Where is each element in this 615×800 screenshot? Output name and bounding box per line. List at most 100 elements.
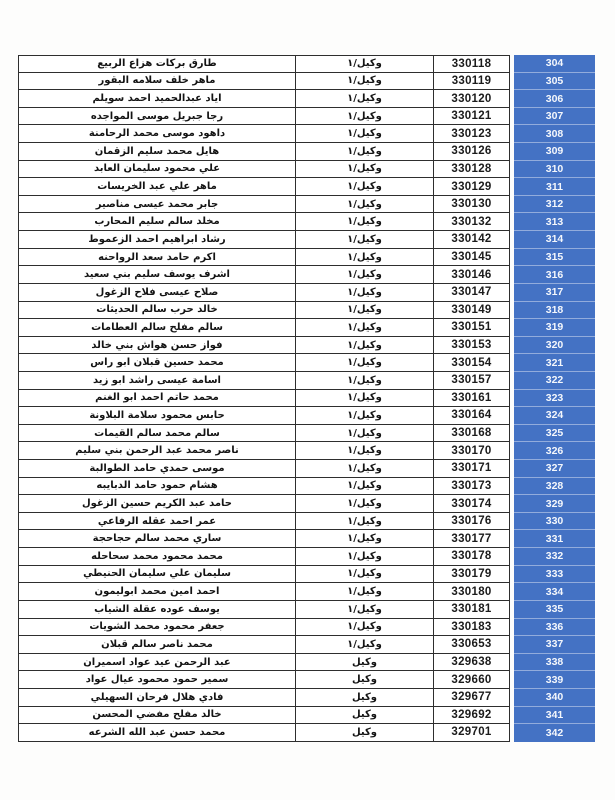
name-cell: رجا جبريل موسى المواجده (18, 107, 295, 126)
badge-id-cell: 330121 (433, 107, 510, 126)
name-cell: سليمان علي سليمان الحنيطي (18, 565, 295, 584)
table-row: سمير حمود محمود عيال عواد وكيل 329660 33… (18, 671, 595, 689)
serial-number-cell: 306 (514, 90, 595, 108)
table-row: اياد عبدالحميد احمد سويلم وكيل/١ 330120 … (18, 90, 595, 108)
rank-cell: وكيل/١ (295, 548, 433, 566)
table-row: فواز حسن هواش بني خالد وكيل/١ 330153 320 (18, 336, 595, 355)
serial-number-cell: 337 (514, 636, 595, 654)
badge-id-cell: 330180 (433, 583, 510, 601)
name-cell: سالم محمد سالم القيمات (18, 424, 295, 443)
badge-id-cell: 330154 (433, 354, 510, 372)
serial-number-cell: 310 (514, 160, 595, 179)
table-row: طارق بركات هزاع الربيع وكيل/١ 330118 304 (18, 55, 595, 73)
badge-id-cell: 330181 (433, 600, 510, 619)
rank-cell: وكيل (295, 653, 433, 672)
name-cell: اسامة عيسى راشد ابو زيد (18, 371, 295, 390)
badge-id-cell: 330161 (433, 389, 510, 408)
serial-number-cell: 304 (514, 55, 595, 73)
badge-id-cell: 330149 (433, 301, 510, 320)
rank-cell: وكيل (295, 671, 433, 689)
rank-cell: وكيل/١ (295, 389, 433, 408)
badge-id-cell: 330146 (433, 266, 510, 284)
name-cell: مخلد سالم سليم المحارب (18, 213, 295, 232)
serial-number-cell: 331 (514, 530, 595, 549)
name-cell: حامد عبد الكريم حسين الزغول (18, 495, 295, 513)
rank-cell: وكيل/١ (295, 213, 433, 232)
rank-cell: وكيل/١ (295, 301, 433, 320)
table-row: موسى حمدي حامد الطوالبة وكيل/١ 330171 32… (18, 460, 595, 478)
table-row: ساري محمد سالم حجاحجة وكيل/١ 330177 331 (18, 530, 595, 549)
name-cell: عبد الرحمن عيد عواد اسميران (18, 653, 295, 672)
table-row: عبد الرحمن عيد عواد اسميران وكيل 329638 … (18, 653, 595, 672)
table-row: مخلد سالم سليم المحارب وكيل/١ 330132 313 (18, 213, 595, 232)
serial-number-cell: 339 (514, 671, 595, 689)
table-row: هايل محمد سليم الزقمان وكيل/١ 330126 309 (18, 143, 595, 161)
serial-number-cell: 309 (514, 143, 595, 161)
table-row: محمد حاتم احمد ابو الغنم وكيل/١ 330161 3… (18, 389, 595, 408)
badge-id-cell: 330183 (433, 618, 510, 637)
serial-number-cell: 322 (514, 371, 595, 390)
table-row: ماهر خلف سلامه البقور وكيل/١ 330119 305 (18, 72, 595, 91)
rank-cell: وكيل/١ (295, 583, 433, 601)
serial-number-cell: 321 (514, 354, 595, 372)
serial-number-cell: 318 (514, 301, 595, 320)
rank-cell: وكيل/١ (295, 319, 433, 337)
table-row: احمد امين محمد ابوليمون وكيل/١ 330180 33… (18, 583, 595, 601)
rank-cell: وكيل/١ (295, 424, 433, 443)
name-cell: اياد عبدالحميد احمد سويلم (18, 90, 295, 108)
badge-id-cell: 330171 (433, 460, 510, 478)
name-cell: خالد حرب سالم الحديثات (18, 301, 295, 320)
serial-number-cell: 334 (514, 583, 595, 601)
badge-id-cell: 330173 (433, 477, 510, 496)
rank-cell: وكيل/١ (295, 565, 433, 584)
rank-cell: وكيل/١ (295, 55, 433, 73)
serial-number-cell: 312 (514, 195, 595, 214)
rank-cell: وكيل (295, 706, 433, 725)
table-row: محمد محمود محمد سحاحله وكيل/١ 330178 332 (18, 548, 595, 566)
table-row: هشام حمود حامد الدبايبه وكيل/١ 330173 32… (18, 477, 595, 496)
name-cell: يوسف عوده عقلة الشياب (18, 600, 295, 619)
name-cell: علي محمود سليمان العابد (18, 160, 295, 179)
name-cell: ماهر علي عبد الخريسات (18, 178, 295, 196)
serial-number-cell: 324 (514, 407, 595, 425)
badge-id-cell: 330120 (433, 90, 510, 108)
rank-cell: وكيل/١ (295, 160, 433, 179)
badge-id-cell: 330179 (433, 565, 510, 584)
rank-cell: وكيل (295, 724, 433, 742)
table-row: رشاد ابراهيم احمد الزعموط وكيل/١ 330142 … (18, 231, 595, 249)
badge-id-cell: 330170 (433, 442, 510, 461)
badge-id-cell: 330129 (433, 178, 510, 196)
name-cell: سمير حمود محمود عيال عواد (18, 671, 295, 689)
badge-id-cell: 330118 (433, 55, 510, 73)
badge-id-cell: 330174 (433, 495, 510, 513)
rank-cell: وكيل/١ (295, 248, 433, 267)
name-cell: هايل محمد سليم الزقمان (18, 143, 295, 161)
badge-id-cell: 330157 (433, 371, 510, 390)
rank-cell: وكيل/١ (295, 477, 433, 496)
table-row: يوسف عوده عقلة الشياب وكيل/١ 330181 335 (18, 600, 595, 619)
rank-cell: وكيل/١ (295, 72, 433, 91)
table-row: صلاح عيسى فلاح الزغول وكيل/١ 330147 317 (18, 283, 595, 302)
name-cell: عمر احمد عقله الرفاعي (18, 512, 295, 531)
table-row: علي محمود سليمان العابد وكيل/١ 330128 31… (18, 160, 595, 179)
rank-cell: وكيل/١ (295, 336, 433, 355)
serial-number-cell: 316 (514, 266, 595, 284)
name-cell: احمد امين محمد ابوليمون (18, 583, 295, 601)
rank-cell: وكيل/١ (295, 107, 433, 126)
serial-number-cell: 325 (514, 424, 595, 443)
serial-number-cell: 307 (514, 107, 595, 126)
serial-number-cell: 317 (514, 283, 595, 302)
serial-number-cell: 342 (514, 724, 595, 742)
badge-id-cell: 330153 (433, 336, 510, 355)
table-row: جابر محمد عيسى مناصير وكيل/١ 330130 312 (18, 195, 595, 214)
badge-id-cell: 329677 (433, 688, 510, 707)
table-row: حابس محمود سلامة البلاونة وكيل/١ 330164 … (18, 407, 595, 425)
name-cell: جابر محمد عيسى مناصير (18, 195, 295, 214)
badge-id-cell: 330147 (433, 283, 510, 302)
name-cell: موسى حمدي حامد الطوالبة (18, 460, 295, 478)
name-cell: رشاد ابراهيم احمد الزعموط (18, 231, 295, 249)
badge-id-cell: 329701 (433, 724, 510, 742)
table-row: خالد حرب سالم الحديثات وكيل/١ 330149 318 (18, 301, 595, 320)
serial-number-cell: 320 (514, 336, 595, 355)
